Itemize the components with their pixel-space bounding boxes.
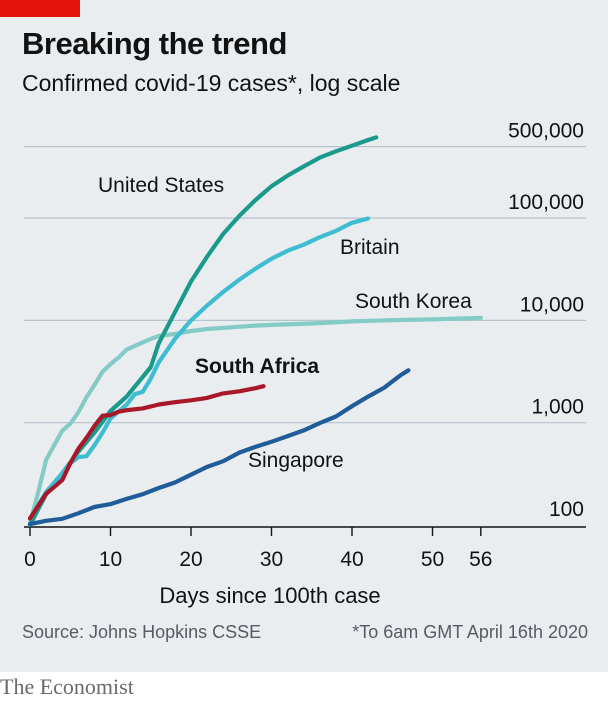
series-line-south-africa bbox=[27, 384, 266, 521]
chart-subtitle: Confirmed covid-19 cases*, log scale bbox=[22, 70, 401, 96]
y-tick-label-100000: 100,000 bbox=[508, 191, 584, 214]
x-tick-label-0: 0 bbox=[24, 548, 36, 571]
series-line-south-korea bbox=[27, 315, 483, 526]
x-axis-label: Days since 100th case bbox=[159, 583, 380, 608]
line-chart: 100 1,000 10,000 100,000 500,000 0 10 20 30 40 50… bbox=[24, 120, 586, 608]
series-line-britain bbox=[27, 216, 371, 521]
series-label-singapore: Singapore bbox=[248, 449, 344, 472]
series-lines bbox=[27, 135, 483, 528]
y-tick-label-10000: 10,000 bbox=[520, 293, 584, 316]
y-tick-labels: 100 1,000 10,000 100,000 500,000 bbox=[508, 120, 584, 521]
chart-title: Breaking the trend bbox=[22, 26, 287, 61]
publisher-logo: The Economist bbox=[0, 674, 134, 699]
x-tick-label-10: 10 bbox=[99, 548, 122, 571]
y-tick-label-100: 100 bbox=[549, 498, 584, 521]
series-label-britain: Britain bbox=[340, 236, 400, 259]
chart-card bbox=[0, 0, 608, 672]
series-label-south-africa: South Africa bbox=[195, 355, 319, 378]
x-tick-label-50: 50 bbox=[421, 548, 444, 571]
x-axis: 0 10 20 30 40 50 56 bbox=[24, 526, 586, 571]
series-label-united-states: United States bbox=[98, 174, 224, 197]
brand-red-tag bbox=[0, 0, 80, 17]
series-line-singapore bbox=[27, 368, 411, 527]
y-tick-label-500000: 500,000 bbox=[508, 120, 584, 143]
y-tick-label-1000: 1,000 bbox=[531, 396, 584, 419]
x-tick-label-30: 30 bbox=[260, 548, 283, 571]
source-note: Source: Johns Hopkins CSSE bbox=[22, 622, 262, 642]
x-tick-label-40: 40 bbox=[340, 548, 363, 571]
footnote: *To 6am GMT April 16th 2020 bbox=[352, 622, 588, 642]
series-line-united-states bbox=[27, 135, 379, 528]
x-tick-label-20: 20 bbox=[179, 548, 202, 571]
gridlines bbox=[24, 145, 586, 424]
x-tick-label-56: 56 bbox=[469, 548, 492, 571]
series-labels: South Korea United States Britain South Afr… bbox=[98, 174, 472, 472]
series-label-south-korea: South Korea bbox=[355, 290, 472, 313]
